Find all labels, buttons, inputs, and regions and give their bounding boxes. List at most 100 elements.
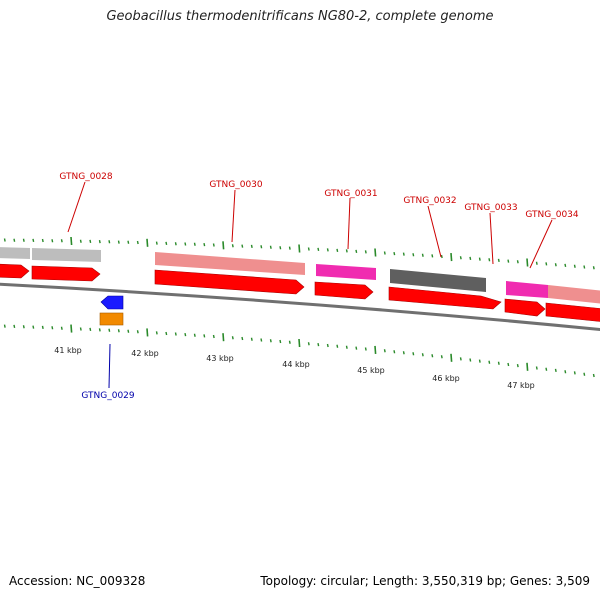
gc-tick: [307, 342, 310, 346]
axis-tick-labels: 41 kbp 42 kbp 43 kbp 44 kbp 45 kbp 46 kb…: [54, 346, 535, 390]
gc-tick: [459, 357, 462, 361]
gc-tick: [193, 333, 196, 337]
accession-text: Accession: NC_009328: [9, 574, 146, 588]
tick-label: 43 kbp: [206, 354, 234, 363]
feature-bar: [390, 269, 486, 292]
gc-tick: [298, 244, 301, 253]
gc-tick: [260, 245, 263, 249]
gc-tick: [136, 240, 139, 245]
gene-label: GTNG_0031: [324, 189, 377, 199]
gc-tick: [535, 366, 538, 370]
gc-tick: [127, 329, 130, 333]
gc-tick: [488, 258, 491, 262]
gc-tick: [545, 367, 548, 371]
gc-tick: [573, 264, 576, 268]
gc-tick: [535, 261, 538, 265]
gc-tick: [345, 345, 348, 349]
gc-tick: [526, 258, 529, 267]
gc-tick: [184, 332, 187, 337]
gc-tick: [298, 338, 301, 348]
gc-tick: [165, 241, 168, 246]
gc-tick: [203, 334, 206, 338]
gc-tick: [402, 351, 405, 355]
gc-tick: [450, 353, 453, 362]
gc-tick: [193, 242, 196, 246]
tick-label: 45 kbp: [357, 366, 385, 375]
cds-arrow-reverse: [100, 295, 124, 310]
feature-bar: [548, 285, 600, 304]
gc-tick: [583, 372, 586, 376]
gc-tick: [60, 326, 63, 330]
gc-tick: [117, 329, 120, 333]
gc-tick: [431, 354, 434, 358]
gc-tick: [13, 238, 16, 242]
gc-tick: [22, 238, 25, 242]
gc-tick: [421, 353, 424, 357]
gc-tick: [222, 333, 225, 342]
gc-tick: [469, 256, 472, 261]
gene-callouts: GTNG_0028 GTNG_0029 GTNG_0030 GTNG_0031 …: [59, 172, 579, 401]
feature-bar: [32, 248, 101, 262]
gc-tick: [355, 346, 358, 350]
feature-track: [0, 247, 600, 304]
gc-tick: [393, 350, 396, 354]
tick-label: 42 kbp: [131, 349, 159, 358]
gc-tick: [241, 244, 244, 248]
gc-tick: [127, 240, 130, 244]
gc-tick: [260, 338, 263, 342]
gc-tick: [32, 238, 35, 243]
gc-tick: [450, 253, 453, 262]
gc-tick: [326, 248, 329, 252]
gc-tick: [554, 368, 557, 373]
gc-tick: [117, 240, 120, 244]
gc-tick: [583, 265, 586, 269]
gc-tick: [108, 240, 111, 244]
gc-tick: [288, 246, 291, 250]
gc-tick: [89, 239, 92, 244]
cds-arrow: [388, 286, 502, 310]
gc-tick: [184, 242, 187, 246]
gc-tick: [231, 336, 234, 340]
gene-label: GTNG_0032: [403, 196, 456, 206]
gc-tick: [212, 334, 215, 339]
gc-tick: [41, 238, 44, 243]
gc-tick: [231, 244, 234, 248]
gc-tick: [393, 251, 396, 256]
tick-label: 41 kbp: [54, 346, 82, 355]
gc-tick: [383, 349, 386, 353]
gc-tick: [70, 236, 73, 246]
gc-tick: [70, 324, 73, 333]
gc-tick: [22, 325, 25, 329]
gc-tick: [250, 337, 253, 341]
cds-forward-track: [0, 263, 600, 322]
gc-tick: [98, 328, 101, 332]
cds-arrow: [314, 281, 374, 300]
feature-bar: [316, 264, 376, 280]
feature-bar: [155, 252, 305, 275]
gc-tick: [165, 331, 168, 336]
gc-tick: [3, 324, 6, 328]
cds-arrow: [0, 263, 30, 279]
gc-tick: [526, 362, 529, 371]
gc-tick: [478, 257, 481, 261]
gc-tick: [592, 373, 595, 378]
gc-tick: [13, 324, 16, 329]
gc-tick: [155, 331, 158, 335]
gc-tick: [364, 347, 367, 351]
gc-tick: [212, 243, 215, 247]
gc-tick: [383, 251, 386, 255]
gc-tick: [41, 325, 44, 330]
gene-label: GTNG_0030: [209, 180, 263, 190]
gc-tick: [507, 362, 510, 367]
gc-tick: [79, 327, 82, 331]
gc-tick: [51, 326, 54, 330]
gc-tick: [279, 339, 282, 344]
gc-tick: [345, 249, 348, 253]
gc-tick: [412, 352, 415, 356]
genome-summary-text: Topology: circular; Length: 3,550,319 bp…: [260, 574, 590, 588]
gc-tick: [174, 242, 177, 246]
gc-tick: [108, 328, 111, 332]
gc-tick: [155, 241, 158, 245]
gene-label: GTNG_0029: [81, 391, 135, 401]
